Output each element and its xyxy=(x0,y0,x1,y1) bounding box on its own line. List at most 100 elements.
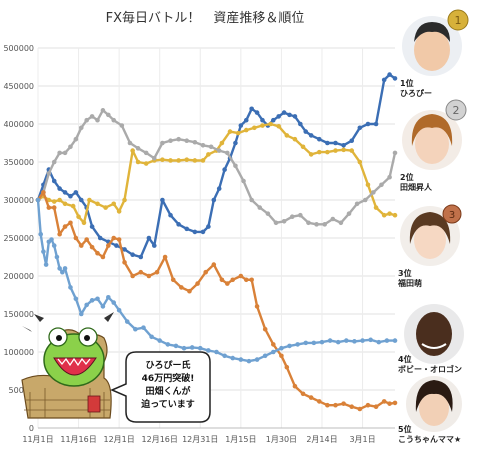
data-point xyxy=(51,243,57,248)
data-point xyxy=(203,269,208,275)
data-point xyxy=(89,298,95,303)
data-point xyxy=(325,149,330,155)
data-point xyxy=(84,302,89,308)
data-point xyxy=(78,311,84,317)
data-point xyxy=(73,235,79,241)
data-point xyxy=(352,339,357,344)
data-point xyxy=(254,110,260,115)
data-point xyxy=(100,254,106,260)
data-point xyxy=(106,112,111,118)
data-point xyxy=(243,117,249,123)
y-tick-label: 250000 xyxy=(3,234,34,243)
data-point xyxy=(100,304,106,309)
data-point xyxy=(216,148,222,153)
data-point xyxy=(222,353,227,359)
data-point xyxy=(116,307,122,313)
x-tick-label: 12月31日 xyxy=(182,435,218,444)
data-point xyxy=(368,337,373,343)
data-point xyxy=(379,182,384,188)
data-point xyxy=(325,402,330,408)
x-tick-label: 2月14日 xyxy=(306,435,337,444)
series-3 xyxy=(35,108,398,227)
data-point xyxy=(95,296,100,302)
data-point xyxy=(35,197,41,203)
avatar xyxy=(414,221,446,259)
data-point xyxy=(387,211,392,216)
data-point xyxy=(62,266,68,271)
data-point xyxy=(387,72,392,77)
data-point xyxy=(73,190,79,195)
x-tick-label: 1月30日 xyxy=(266,435,297,444)
y-tick-label: 50000 xyxy=(9,386,34,395)
data-point xyxy=(135,146,141,151)
data-point xyxy=(373,404,379,410)
data-point xyxy=(333,148,338,153)
data-point xyxy=(68,144,73,150)
data-point xyxy=(279,353,284,359)
data-point xyxy=(249,197,254,203)
ranking-entry-2: 2 2位 田畑昇人 xyxy=(400,99,467,192)
data-point xyxy=(365,182,371,188)
ranking-name: ボビー・オロゴン xyxy=(398,364,462,374)
data-point xyxy=(284,133,290,138)
ranking-rank: 5位 xyxy=(398,424,412,434)
data-point xyxy=(211,262,217,267)
data-point xyxy=(268,121,273,127)
data-point xyxy=(222,167,227,172)
data-point xyxy=(179,285,184,290)
data-point xyxy=(187,288,192,294)
data-point xyxy=(346,211,352,216)
data-point xyxy=(70,203,76,209)
data-point xyxy=(265,211,271,216)
data-point xyxy=(57,197,62,203)
data-point xyxy=(168,212,173,218)
data-point xyxy=(373,121,379,127)
data-point xyxy=(303,340,309,346)
data-point xyxy=(87,197,92,203)
data-point xyxy=(192,158,198,163)
x-tick-label: 1月15日 xyxy=(225,435,256,444)
data-point xyxy=(338,220,344,226)
data-point xyxy=(230,355,236,361)
data-point xyxy=(51,205,57,210)
data-point xyxy=(243,277,249,283)
data-point xyxy=(160,197,165,203)
data-point xyxy=(330,216,336,222)
data-point xyxy=(333,402,338,408)
y-tick-label: 500000 xyxy=(3,44,34,53)
ranking-rank: 1位 xyxy=(400,78,414,88)
data-point xyxy=(287,343,292,349)
data-point xyxy=(214,349,219,355)
data-point xyxy=(270,342,276,347)
data-point xyxy=(341,401,346,406)
ranking-name: ひろぴー xyxy=(400,88,432,98)
data-point xyxy=(270,117,276,123)
y-tick-label: 300000 xyxy=(3,196,34,205)
series-1 xyxy=(35,72,398,260)
data-point xyxy=(116,209,122,214)
data-point xyxy=(314,222,319,227)
data-point xyxy=(122,197,127,203)
data-point xyxy=(192,229,198,235)
data-point xyxy=(252,125,257,131)
data-point xyxy=(100,108,106,113)
data-point xyxy=(243,127,249,133)
data-point xyxy=(219,140,225,146)
svg-text:3: 3 xyxy=(449,210,455,221)
callout-line: ひろぴー氏 xyxy=(145,359,190,371)
data-point xyxy=(57,150,62,156)
y-tick-label: 200000 xyxy=(3,272,34,281)
data-point xyxy=(151,155,157,161)
data-point xyxy=(219,277,225,283)
ranking-rank: 2位 xyxy=(400,172,414,182)
data-point xyxy=(335,339,341,345)
data-point xyxy=(241,178,246,184)
data-point xyxy=(73,296,79,302)
data-point xyxy=(168,158,173,163)
data-point xyxy=(78,197,84,203)
frog-mascot-icon xyxy=(21,312,114,419)
data-point xyxy=(392,400,398,406)
data-point xyxy=(49,237,54,242)
data-point xyxy=(41,190,46,195)
